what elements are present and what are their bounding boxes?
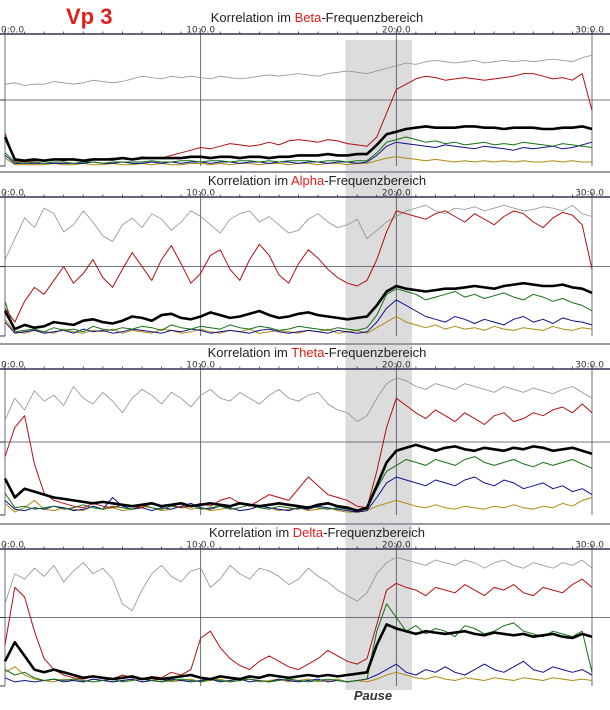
chart-title: Korrelation im Beta-Frequenzbereich [211, 10, 423, 25]
series-line [4, 136, 593, 164]
chart-title-prefix: Korrelation im [209, 525, 293, 540]
series-line [4, 556, 593, 611]
x-tick-label: 0:0.0 [1, 361, 24, 371]
pause-label: Pause [354, 688, 392, 703]
chart-title-suffix: -Frequenzbereich [323, 525, 425, 540]
chart-title-band: Delta [293, 525, 324, 540]
x-tick-label: 0:0.0 [1, 541, 24, 551]
series-line [3, 125, 593, 162]
x-tick-label: 30:0.0 [575, 361, 604, 371]
x-tick-label: 20:0.0 [382, 361, 411, 371]
x-tick-label: 20:0.0 [382, 541, 411, 551]
chart-panel-alpha: Korrelation im Alpha-Frequenzbereich 0:0.… [0, 171, 610, 337]
x-tick-label: 20:0.0 [382, 189, 411, 199]
chart-title-band: Alpha [291, 173, 325, 188]
series-line [3, 623, 593, 681]
series-line [4, 210, 593, 323]
x-tick-label: 20:0.0 [382, 26, 411, 36]
series-line [3, 443, 593, 512]
pause-shade [345, 40, 412, 690]
x-tick-label: 10:0.0 [186, 189, 215, 199]
series-line [4, 397, 593, 509]
chart-title-suffix: -Frequenzbereich [324, 345, 426, 360]
panel-separator [0, 523, 610, 525]
series-line [4, 316, 593, 334]
pause-region [345, 40, 412, 690]
chart-title-prefix: Korrelation im [208, 173, 291, 188]
series-line [3, 281, 593, 331]
subject-label: Vp 3 [66, 4, 112, 29]
panel-separator [0, 171, 610, 173]
x-tick-label: 10:0.0 [186, 361, 215, 371]
chart-panel-beta: Korrelation im Beta-Frequenzbereich 0:0.0… [0, 10, 610, 167]
chart-title-band: Theta [291, 345, 325, 360]
x-tick-label: 10:0.0 [186, 541, 215, 551]
series-line [4, 204, 593, 260]
chart-panels: Korrelation im Beta-Frequenzbereich0:0.0… [0, 10, 610, 687]
series-line [4, 377, 593, 422]
x-tick-label: 30:0.0 [575, 26, 604, 36]
chart-title-band: Beta [295, 10, 323, 25]
x-tick-label: 30:0.0 [575, 541, 604, 551]
x-tick-label: 0:0.0 [1, 189, 24, 199]
series-line [4, 603, 593, 683]
chart-title: Korrelation im Alpha-Frequenzbereich [208, 173, 426, 188]
series-line [4, 54, 593, 86]
x-tick-label: 10:0.0 [186, 26, 215, 36]
chart-title-prefix: Korrelation im [211, 10, 295, 25]
series-line [4, 456, 593, 512]
series-line [4, 288, 593, 333]
chart-title-prefix: Korrelation im [208, 345, 292, 360]
chart-panel-theta: Korrelation im Theta-Frequenzbereich 0:0.… [0, 343, 610, 516]
x-tick-label: 30:0.0 [575, 189, 604, 199]
series-line [4, 299, 593, 334]
chart-title-suffix: -Frequenzbereich [321, 10, 423, 25]
chart-title: Korrelation im Theta-Frequenzbereich [208, 345, 427, 360]
panel-separator [0, 343, 610, 345]
chart-title: Korrelation im Delta-Frequenzbereich [209, 525, 425, 540]
x-tick-label: 0:0.0 [1, 26, 24, 36]
chart-panel-delta: Korrelation im Delta-Frequenzbereich 0:0.… [0, 523, 610, 687]
chart-title-suffix: -Frequenzbereich [324, 173, 426, 188]
